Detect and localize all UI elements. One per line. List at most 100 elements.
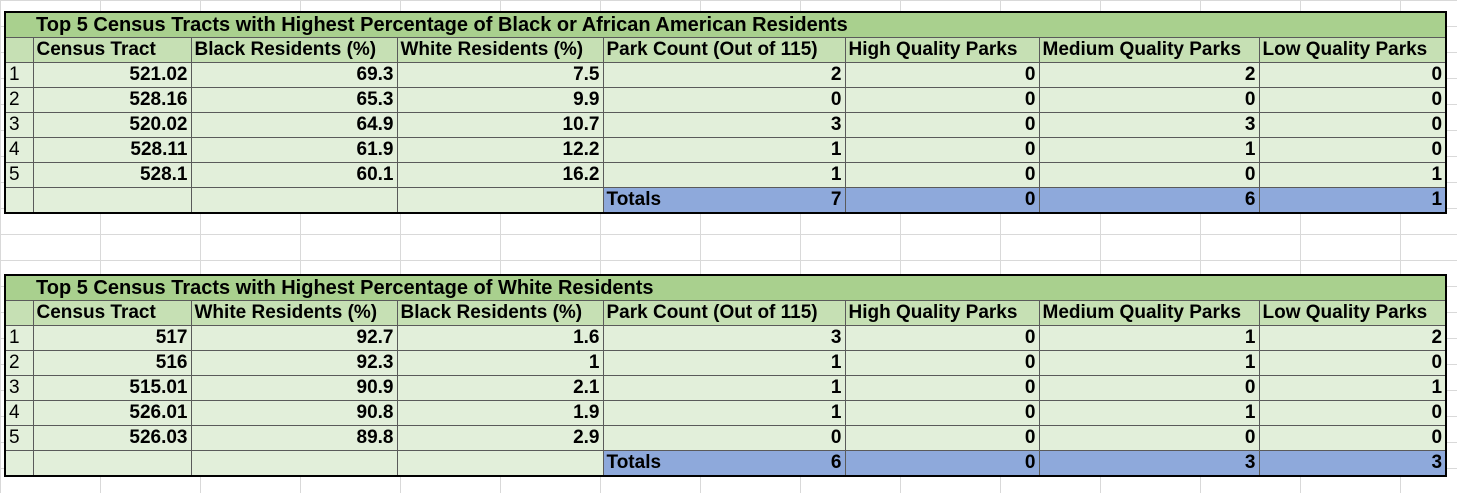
data-cell[interactable]: 64.9	[190, 112, 398, 138]
data-cell[interactable]: 3	[602, 325, 846, 351]
data-cell[interactable]: 0	[1258, 112, 1448, 138]
data-cell[interactable]: 0	[844, 87, 1040, 113]
data-cell[interactable]: 1	[1038, 137, 1260, 163]
data-cell[interactable]: 0	[1258, 137, 1448, 163]
data-cell[interactable]: 1	[1038, 325, 1260, 351]
header-cell[interactable]: Park Count (Out of 115)	[602, 300, 846, 326]
header-cell[interactable]: Black Residents (%)	[190, 37, 398, 63]
data-cell[interactable]: 528.11	[32, 137, 192, 163]
data-cell[interactable]: 526.01	[32, 400, 192, 426]
header-cell[interactable]: Low Quality Parks	[1258, 37, 1448, 63]
data-cell[interactable]: 0	[1038, 375, 1260, 401]
totals-low-quality[interactable]: 3	[1258, 450, 1448, 477]
row-index-cell[interactable]: 2	[4, 87, 34, 113]
totals-medium-quality[interactable]: 3	[1038, 450, 1260, 477]
empty-cell[interactable]	[396, 450, 604, 477]
data-cell[interactable]: 0	[844, 350, 1040, 376]
header-cell[interactable]: High Quality Parks	[844, 37, 1040, 63]
totals-medium-quality[interactable]: 6	[1038, 187, 1260, 214]
header-cell-index[interactable]	[4, 37, 34, 63]
data-cell[interactable]: 516	[32, 350, 192, 376]
data-cell[interactable]: 92.7	[190, 325, 398, 351]
header-cell[interactable]: High Quality Parks	[844, 300, 1040, 326]
data-cell[interactable]: 89.8	[190, 425, 398, 451]
data-cell[interactable]: 1	[396, 350, 604, 376]
data-cell[interactable]: 90.8	[190, 400, 398, 426]
data-cell[interactable]: 526.03	[32, 425, 192, 451]
data-cell[interactable]: 0	[602, 87, 846, 113]
data-cell[interactable]: 0	[1258, 425, 1448, 451]
data-cell[interactable]: 3	[602, 112, 846, 138]
empty-cell[interactable]	[32, 187, 192, 214]
data-cell[interactable]: 0	[844, 400, 1040, 426]
data-cell[interactable]: 61.9	[190, 137, 398, 163]
data-cell[interactable]: 1	[1258, 375, 1448, 401]
data-cell[interactable]: 1	[1258, 162, 1448, 188]
data-cell[interactable]: 1	[602, 137, 846, 163]
row-index-cell[interactable]: 5	[4, 425, 34, 451]
data-cell[interactable]: 528.16	[32, 87, 192, 113]
data-cell[interactable]: 0	[1038, 425, 1260, 451]
data-cell[interactable]: 1.6	[396, 325, 604, 351]
header-cell[interactable]: Medium Quality Parks	[1038, 37, 1260, 63]
empty-cell[interactable]	[32, 450, 192, 477]
data-cell[interactable]: 0	[602, 425, 846, 451]
data-cell[interactable]: 0	[1258, 87, 1448, 113]
empty-cell[interactable]	[396, 187, 604, 214]
totals-park-count-cell[interactable]: Totals 7	[602, 187, 846, 214]
data-cell[interactable]: 517	[32, 325, 192, 351]
data-cell[interactable]: 0	[844, 375, 1040, 401]
data-cell[interactable]: 0	[1038, 87, 1260, 113]
data-cell[interactable]: 1	[1038, 350, 1260, 376]
data-cell[interactable]: 0	[1038, 162, 1260, 188]
row-index-cell[interactable]: 3	[4, 112, 34, 138]
data-cell[interactable]: 16.2	[396, 162, 604, 188]
data-cell[interactable]: 2	[1258, 325, 1448, 351]
data-cell[interactable]: 0	[844, 112, 1040, 138]
empty-cell[interactable]	[4, 187, 34, 214]
data-cell[interactable]: 0	[1258, 350, 1448, 376]
data-cell[interactable]: 60.1	[190, 162, 398, 188]
totals-high-quality[interactable]: 0	[844, 450, 1040, 477]
data-cell[interactable]: 1	[602, 375, 846, 401]
data-cell[interactable]: 0	[844, 425, 1040, 451]
table-title[interactable]: Top 5 Census Tracts with Highest Percent…	[3, 11, 1448, 38]
totals-park-count-cell[interactable]: Totals 6	[602, 450, 846, 477]
empty-cell[interactable]	[4, 450, 34, 477]
header-cell[interactable]: White Residents (%)	[396, 37, 604, 63]
header-cell[interactable]: Census Tract	[32, 37, 192, 63]
data-cell[interactable]: 9.9	[396, 87, 604, 113]
header-cell[interactable]: Low Quality Parks	[1258, 300, 1448, 326]
header-cell-index[interactable]	[4, 300, 34, 326]
row-index-cell[interactable]: 4	[4, 137, 34, 163]
row-index-cell[interactable]: 2	[4, 350, 34, 376]
data-cell[interactable]: 0	[844, 325, 1040, 351]
data-cell[interactable]: 2	[602, 62, 846, 88]
data-cell[interactable]: 3	[1038, 112, 1260, 138]
row-index-cell[interactable]: 3	[4, 375, 34, 401]
totals-high-quality[interactable]: 0	[844, 187, 1040, 214]
data-cell[interactable]: 1	[602, 400, 846, 426]
data-cell[interactable]: 92.3	[190, 350, 398, 376]
row-index-cell[interactable]: 1	[4, 62, 34, 88]
row-index-cell[interactable]: 5	[4, 162, 34, 188]
data-cell[interactable]: 1	[602, 162, 846, 188]
totals-low-quality[interactable]: 1	[1258, 187, 1448, 214]
data-cell[interactable]: 2	[1038, 62, 1260, 88]
data-cell[interactable]: 2.9	[396, 425, 604, 451]
data-cell[interactable]: 2.1	[396, 375, 604, 401]
data-cell[interactable]: 1	[602, 350, 846, 376]
data-cell[interactable]: 0	[844, 162, 1040, 188]
data-cell[interactable]: 7.5	[396, 62, 604, 88]
data-cell[interactable]: 0	[1258, 62, 1448, 88]
data-cell[interactable]: 10.7	[396, 112, 604, 138]
data-cell[interactable]: 528.1	[32, 162, 192, 188]
data-cell[interactable]: 1.9	[396, 400, 604, 426]
header-cell[interactable]: Black Residents (%)	[396, 300, 604, 326]
data-cell[interactable]: 12.2	[396, 137, 604, 163]
table-title[interactable]: Top 5 Census Tracts with Highest Percent…	[3, 274, 1448, 301]
data-cell[interactable]: 90.9	[190, 375, 398, 401]
data-cell[interactable]: 520.02	[32, 112, 192, 138]
row-index-cell[interactable]: 4	[4, 400, 34, 426]
data-cell[interactable]: 69.3	[190, 62, 398, 88]
